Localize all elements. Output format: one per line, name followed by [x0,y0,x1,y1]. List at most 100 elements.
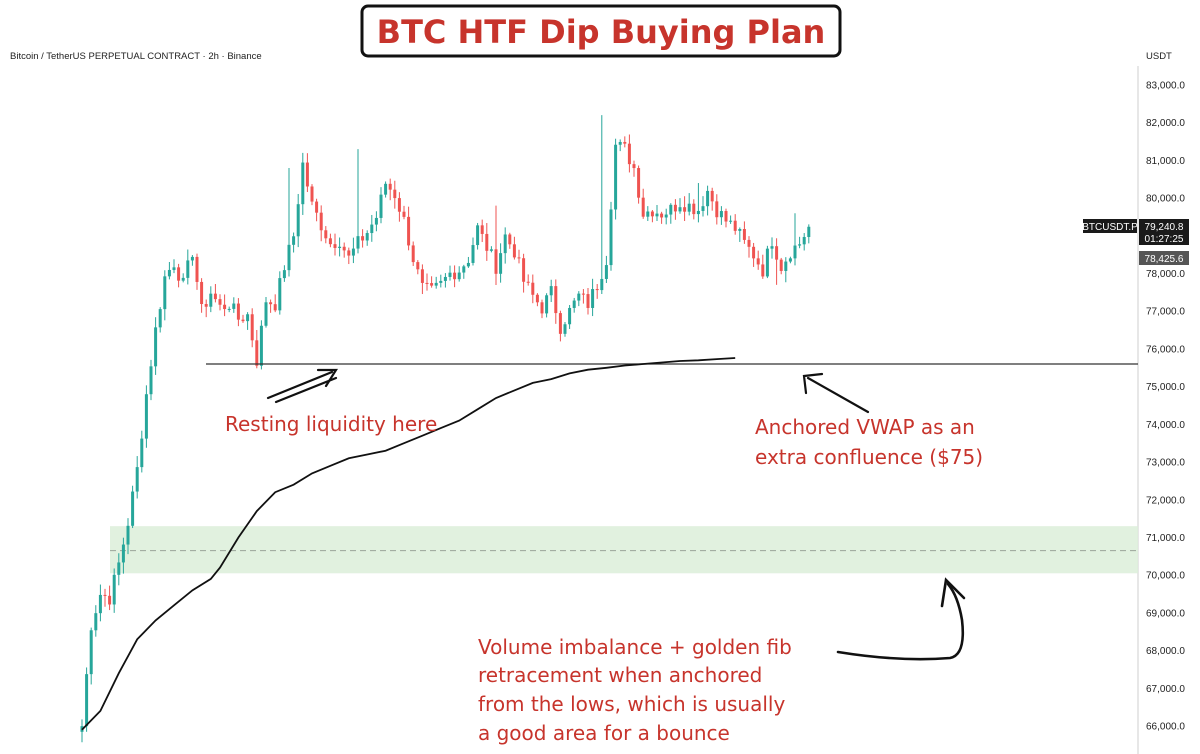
y-tick-label: 77,000.0 [1146,307,1185,318]
annotation-imbalance-1: Volume imbalance + golden fib [478,635,792,659]
candle-body [236,303,240,320]
candle-body [729,220,733,222]
candle-body [632,164,636,169]
candle-body [259,325,263,366]
candle-body [172,267,176,270]
candle-body [223,304,227,310]
candle-body [255,340,259,366]
countdown-tag: 01:27:25 [1145,234,1184,245]
candle-body [485,233,489,251]
y-tick-label: 78,000.0 [1146,269,1185,280]
candle-body [144,394,148,439]
candle-body [793,245,797,259]
candle-body [305,162,309,187]
candle-body [167,269,171,277]
candle-body [710,190,714,202]
candle-body [103,594,107,596]
candle-body [623,141,627,144]
candle-body [402,211,406,217]
candle-body [351,248,355,256]
candle-body [158,309,162,328]
candle-body [494,249,498,274]
candle-body [508,234,512,245]
candle-body [177,267,181,281]
candle-body [517,257,521,259]
candle-body [430,283,434,286]
volume-imbalance-zone [110,526,1138,574]
candle-body [121,544,125,563]
currency-label: USDT [1146,51,1172,62]
secondary-price-tag: 78,425.6 [1145,254,1184,265]
candle-body [719,211,723,218]
candle-body [531,282,535,295]
candle-body [361,236,365,241]
last-price-tag: 79,240.8 [1145,222,1184,233]
candle-body [581,293,585,295]
candle-body [246,314,250,322]
candle-body [425,282,429,284]
candle-body [701,206,705,211]
candle-body [328,238,332,245]
candle-body [333,244,337,248]
y-tick-label: 81,000.0 [1146,156,1185,167]
y-tick-label: 74,000.0 [1146,420,1185,431]
candle-body [526,281,530,283]
candle-body [646,211,650,217]
candle-body [218,299,222,305]
candle-body [733,220,737,231]
candle-body [439,280,443,283]
candle-body [600,278,604,291]
y-tick-label: 72,000.0 [1146,495,1185,506]
candle-body [416,262,420,270]
candle-body [209,293,213,307]
candle-body [554,286,558,314]
candle-body [370,224,374,234]
candle-body [618,141,622,145]
candle-body [310,186,314,202]
candle-body [374,217,378,225]
candle-body [149,366,153,395]
candle-body [462,266,466,273]
candle-body [108,595,112,605]
y-tick-label: 66,000.0 [1146,722,1185,733]
candle-body [798,244,802,246]
price-tags: BTCUSDT.P 79,240.8 01:27:25 78,425.6 [1082,219,1189,265]
annotation-resting-liquidity: Resting liquidity here [225,412,437,436]
candle-body [163,276,167,310]
candle-body [692,203,696,215]
annotation-imbalance-4: a good area for a bounce [478,721,730,745]
candle-body [269,302,273,305]
y-tick-label: 83,000.0 [1146,81,1185,92]
anchored-vwap-line [81,357,736,731]
candle-body [549,286,553,296]
symbol-tag: BTCUSDT.P [1082,222,1138,233]
candle-body [742,229,746,240]
candle-body [641,197,645,217]
candle-body [558,313,562,334]
y-tick-label: 75,000.0 [1146,382,1185,393]
candle-body [195,256,199,282]
candle-body [563,324,567,334]
candle-body [420,269,424,283]
candle-body [577,293,581,301]
candle-body [637,168,641,198]
candle-body [213,293,217,300]
candle-body [540,302,544,314]
candle-body [660,213,664,218]
candle-body [131,491,135,526]
candle-body [282,270,286,279]
annotation-imbalance-3: from the lows, which is usually [478,692,785,716]
y-tick-label: 73,000.0 [1146,458,1185,469]
candle-body [264,302,268,326]
candle-body [664,214,668,218]
candle-body [365,233,369,241]
candle-body [650,211,654,217]
candle-body [140,438,144,468]
candle-body [770,246,774,249]
candle-body [586,294,590,308]
candle-body [609,209,613,266]
candle-body [807,226,811,238]
y-tick-label: 68,000.0 [1146,646,1185,657]
candle-body [696,210,700,215]
candle-body [673,204,677,212]
